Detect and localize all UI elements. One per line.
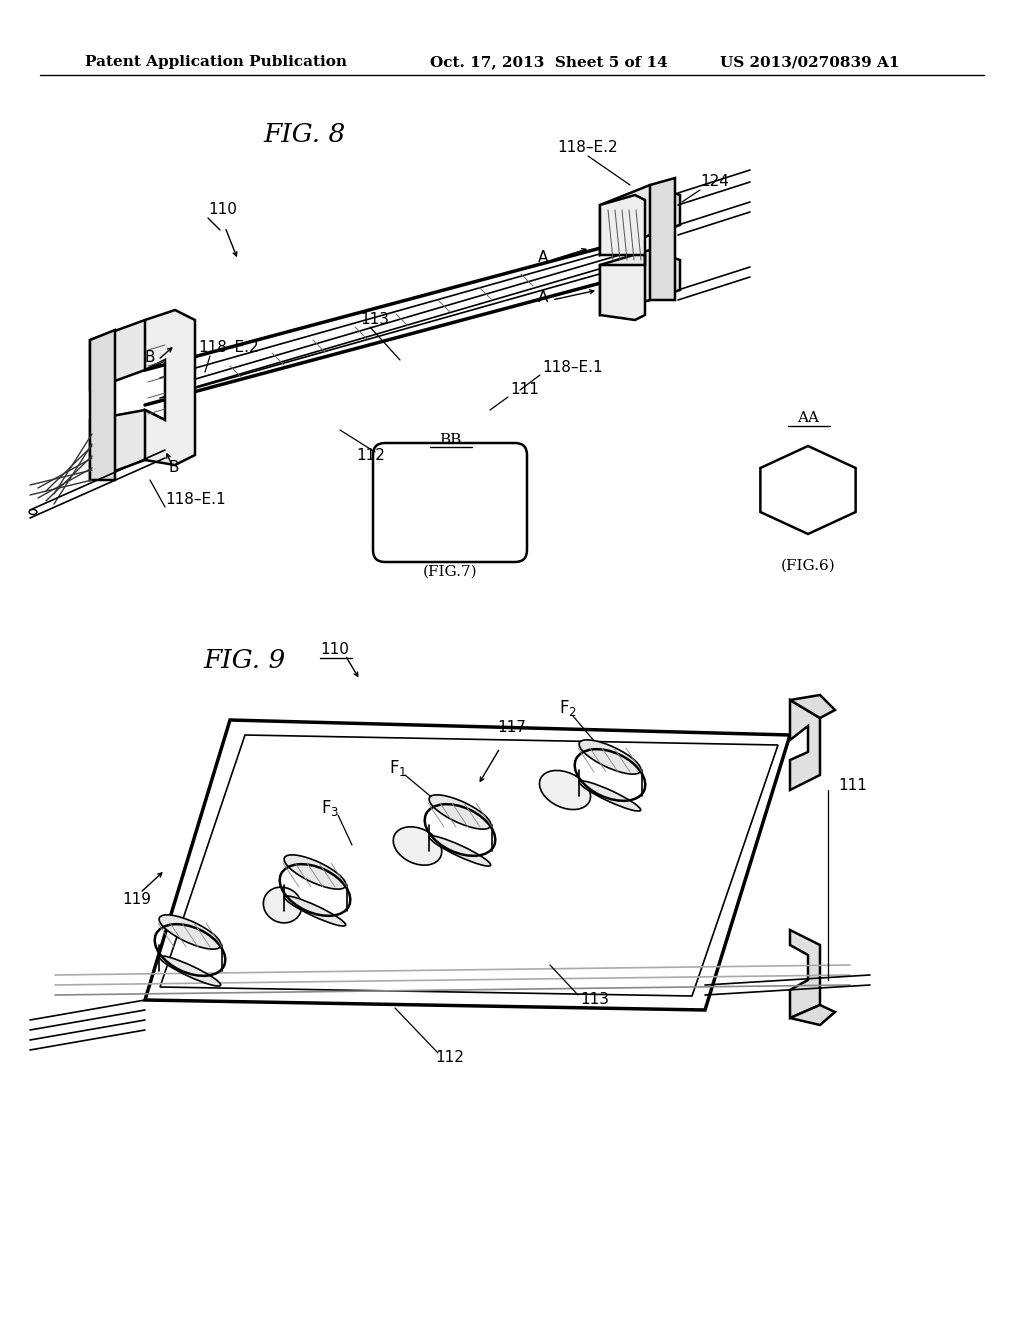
Text: BB: BB <box>439 433 461 447</box>
Polygon shape <box>790 696 835 718</box>
Polygon shape <box>90 330 115 480</box>
Ellipse shape <box>429 836 490 866</box>
Polygon shape <box>790 931 820 1018</box>
Text: US 2013/0270839 A1: US 2013/0270839 A1 <box>720 55 899 69</box>
Text: (FIG.6): (FIG.6) <box>780 558 836 573</box>
Text: 113: 113 <box>580 993 609 1007</box>
Polygon shape <box>790 700 820 789</box>
Text: (FIG.7): (FIG.7) <box>423 565 477 579</box>
Ellipse shape <box>160 956 221 986</box>
Text: 113: 113 <box>360 313 389 327</box>
Text: Patent Application Publication: Patent Application Publication <box>85 55 347 69</box>
Ellipse shape <box>285 896 346 927</box>
Ellipse shape <box>263 887 302 923</box>
Polygon shape <box>650 178 675 300</box>
Ellipse shape <box>580 739 641 774</box>
Text: F$_3$: F$_3$ <box>321 799 339 818</box>
Polygon shape <box>600 195 645 319</box>
Text: 118–E.1: 118–E.1 <box>165 492 225 507</box>
Text: 110: 110 <box>208 202 237 218</box>
Text: Oct. 17, 2013  Sheet 5 of 14: Oct. 17, 2013 Sheet 5 of 14 <box>430 55 668 69</box>
Ellipse shape <box>393 826 441 865</box>
Text: 118–E.1: 118–E.1 <box>542 360 603 375</box>
Text: 111: 111 <box>838 777 867 792</box>
Polygon shape <box>90 319 165 389</box>
Text: 118–E.2: 118–E.2 <box>198 341 259 355</box>
Text: 112: 112 <box>356 447 385 462</box>
Ellipse shape <box>29 510 37 515</box>
Ellipse shape <box>284 855 346 890</box>
Text: AA: AA <box>797 411 819 425</box>
Polygon shape <box>790 1005 835 1026</box>
Text: 117: 117 <box>497 721 526 735</box>
Text: FIG. 8: FIG. 8 <box>264 123 346 148</box>
Text: F$_2$: F$_2$ <box>559 698 577 718</box>
Text: 110: 110 <box>319 643 349 657</box>
Ellipse shape <box>429 795 490 829</box>
Polygon shape <box>90 411 165 480</box>
Text: A: A <box>538 251 548 265</box>
Text: 124: 124 <box>700 174 729 190</box>
Text: 112: 112 <box>435 1051 464 1065</box>
Text: 119: 119 <box>122 892 151 908</box>
Text: B: B <box>168 461 178 475</box>
Text: A: A <box>538 290 548 305</box>
Ellipse shape <box>159 915 221 949</box>
Text: FIG. 9: FIG. 9 <box>204 648 286 672</box>
Ellipse shape <box>540 771 591 809</box>
Text: 111: 111 <box>510 383 539 397</box>
Text: B: B <box>144 351 155 366</box>
Ellipse shape <box>580 781 641 810</box>
Text: F$_1$: F$_1$ <box>389 758 408 777</box>
Polygon shape <box>600 249 680 315</box>
Text: 118–E.2: 118–E.2 <box>558 140 618 156</box>
Polygon shape <box>145 310 195 465</box>
Polygon shape <box>600 185 680 255</box>
